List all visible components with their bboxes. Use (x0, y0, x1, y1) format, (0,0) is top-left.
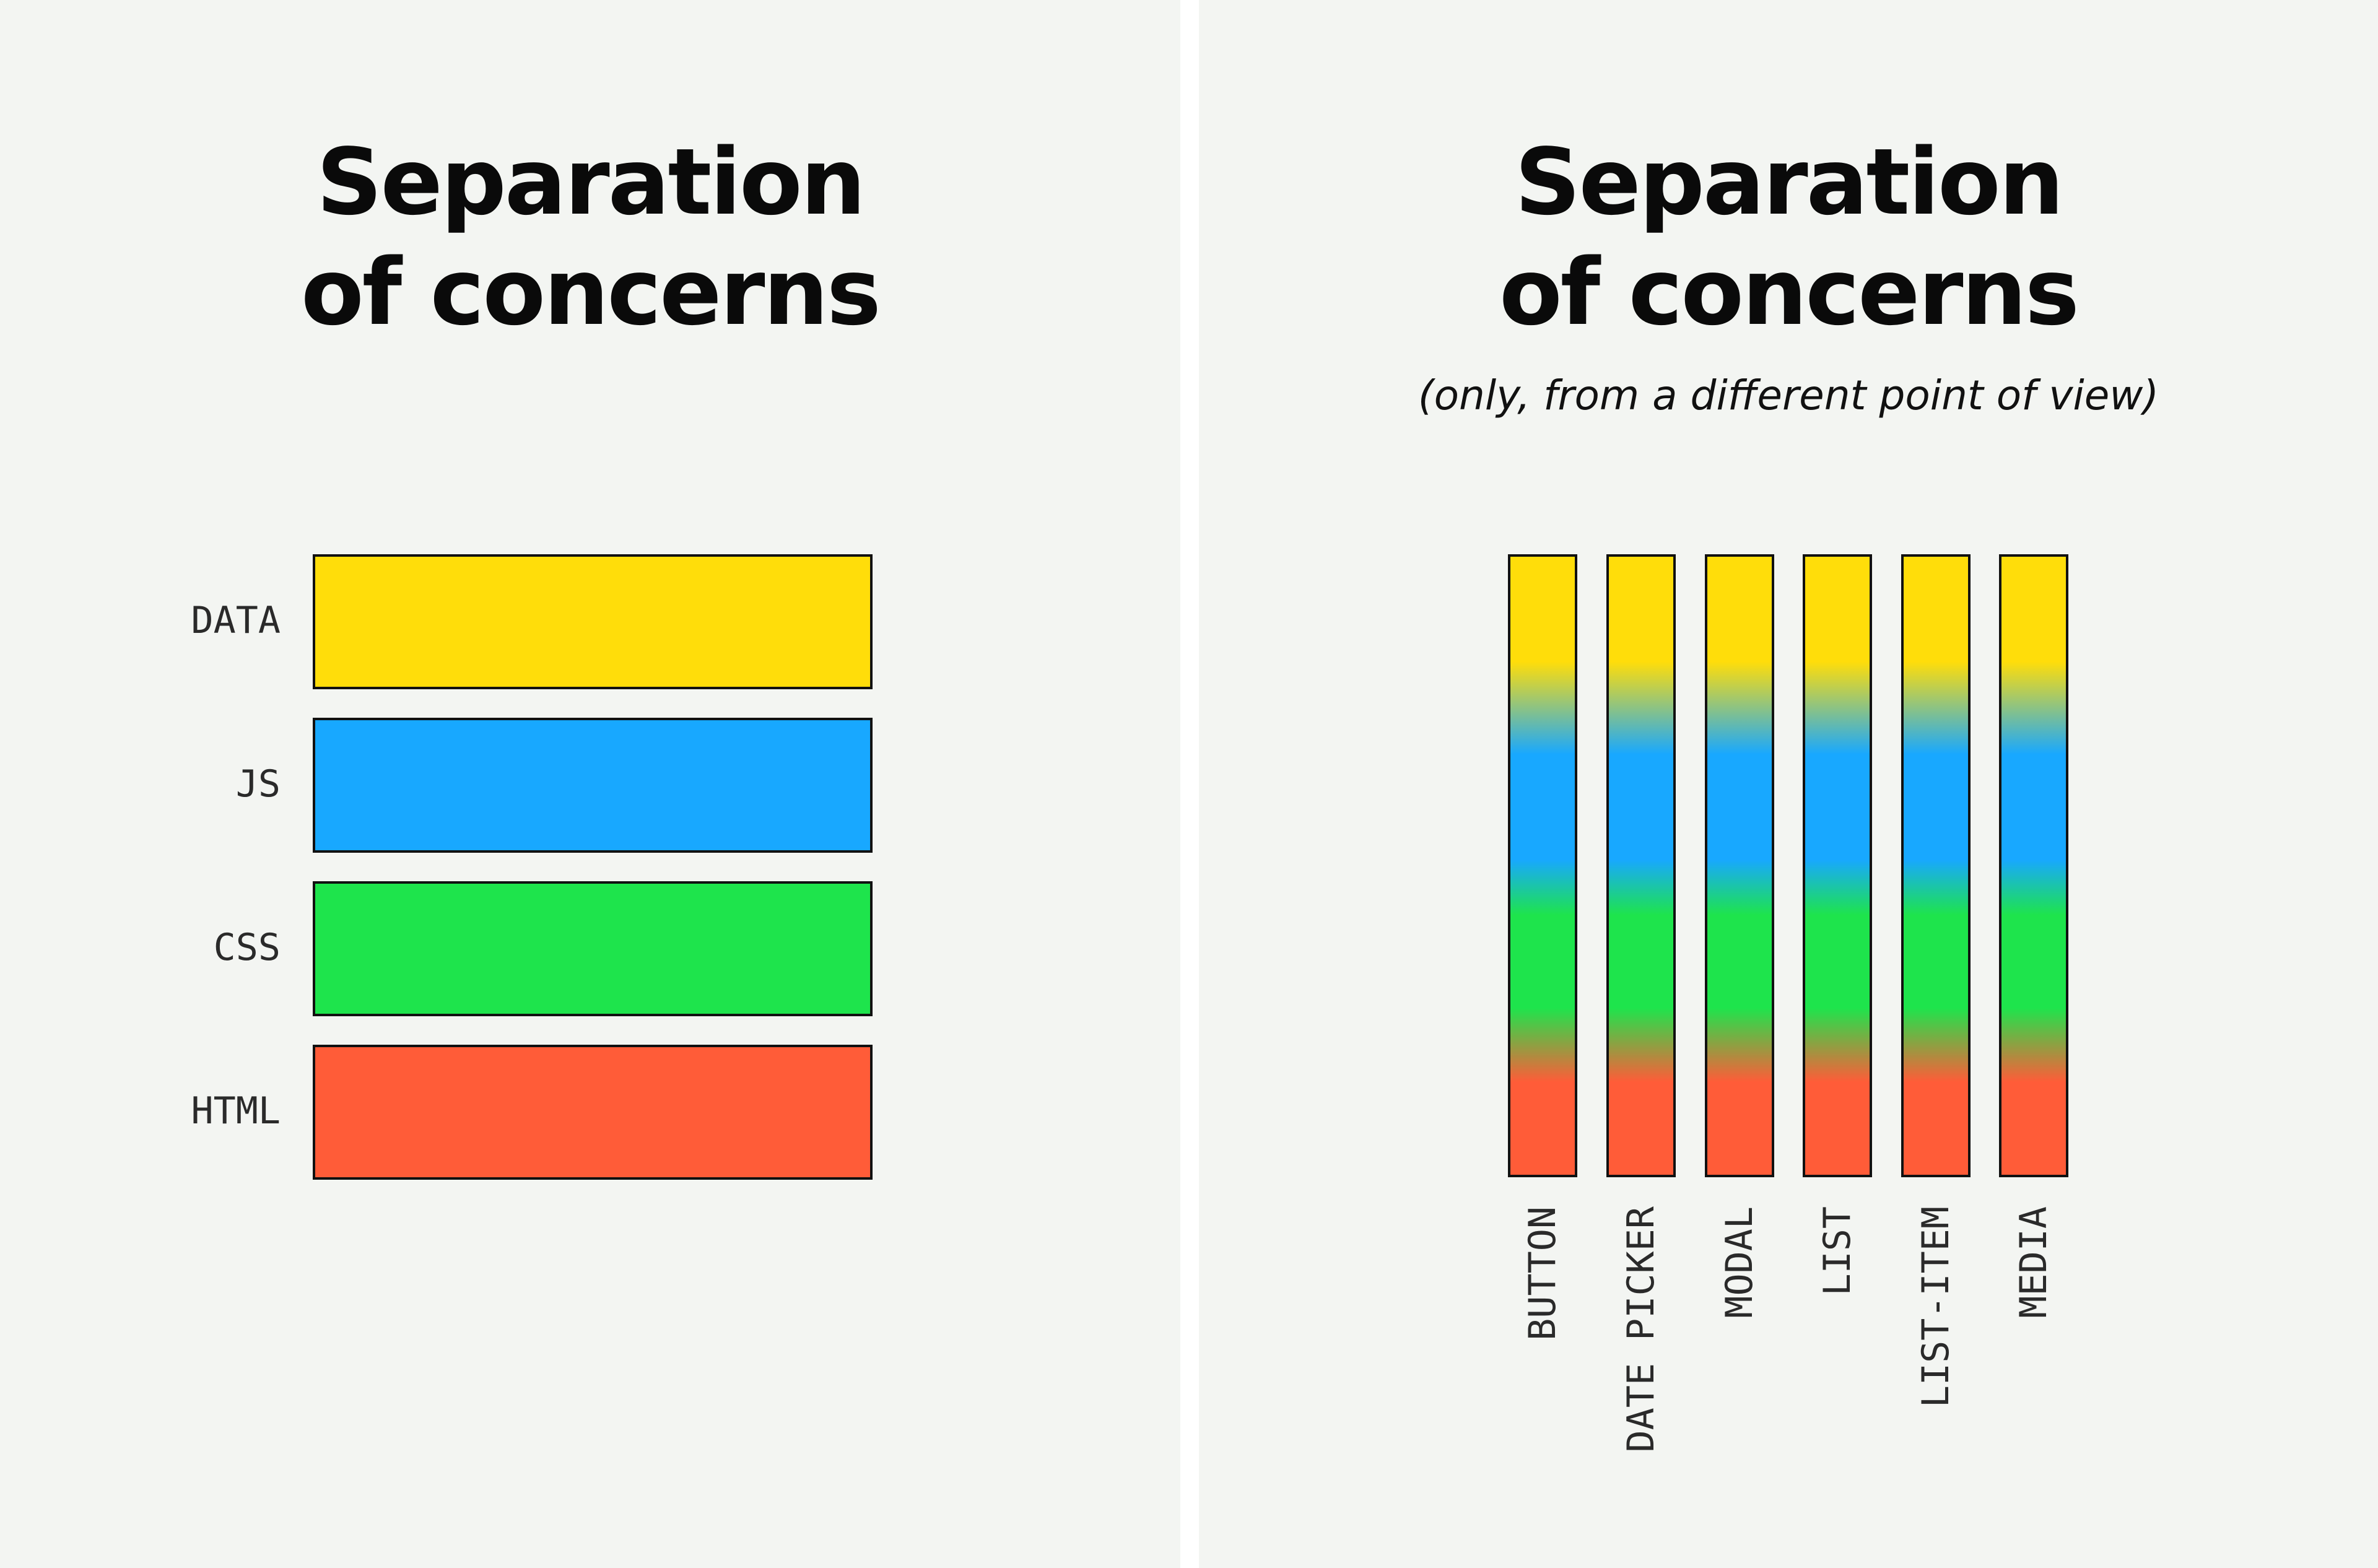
component-label-text: DATE PICKER (1619, 1206, 1663, 1453)
layer-row-data: DATA (0, 554, 1180, 689)
component-label-text: MODAL (1718, 1206, 1761, 1318)
component-column-modal (1705, 554, 1774, 1177)
component-column-list-item (1901, 554, 1971, 1177)
layer-label: JS (235, 762, 281, 806)
layer-row-js: JS (0, 718, 1180, 853)
component-column-list (1803, 554, 1872, 1177)
layer-bar-css (313, 881, 873, 1016)
layer-label: DATA (191, 599, 281, 642)
component-label-list-item: LIST-ITEM (1904, 1206, 1968, 1504)
component-label-text: LIST (1816, 1206, 1859, 1296)
component-column-media (1999, 554, 2068, 1177)
component-label-media: MEDIA (2001, 1206, 2066, 1504)
component-column-date-picker (1606, 554, 1676, 1177)
right-title-line-2: of concerns (1499, 239, 2080, 346)
component-label-text: MEDIA (2012, 1206, 2055, 1318)
component-label-list: LIST (1805, 1206, 1870, 1504)
layer-row-html: HTML (0, 1045, 1180, 1180)
left-title: Separation of concerns (0, 127, 1180, 347)
layer-bar-html (313, 1045, 873, 1180)
layer-bar-js (313, 718, 873, 853)
component-label-modal: MODAL (1707, 1206, 1772, 1504)
layer-bar-data (313, 554, 873, 689)
left-title-line-1: Separation (316, 129, 866, 235)
layer-label: HTML (191, 1089, 281, 1133)
component-column-button (1508, 554, 1577, 1177)
component-columns: BUTTON DATE PICKER MODAL LIST LIST-ITEM MEDIA (1199, 0, 2378, 1568)
component-label-text: BUTTON (1521, 1206, 1564, 1341)
left-title-line-2: of concerns (301, 239, 881, 346)
component-label-text: LIST-ITEM (1914, 1206, 1958, 1408)
right-subtitle: (only, from a different point of view) (1418, 372, 2159, 419)
layer-label: CSS (213, 926, 281, 969)
layer-row-css: CSS (0, 881, 1180, 1016)
right-title-line-1: Separation (1514, 129, 2064, 235)
right-panel: Separation of concerns (only, from a dif… (1199, 0, 2378, 1568)
component-label-button: BUTTON (1510, 1206, 1575, 1504)
right-title: Separation of concerns (1199, 127, 2378, 347)
left-panel: Separation of concerns DATA JS CSS HTML (0, 0, 1180, 1568)
component-label-date-picker: DATE PICKER (1609, 1206, 1673, 1504)
